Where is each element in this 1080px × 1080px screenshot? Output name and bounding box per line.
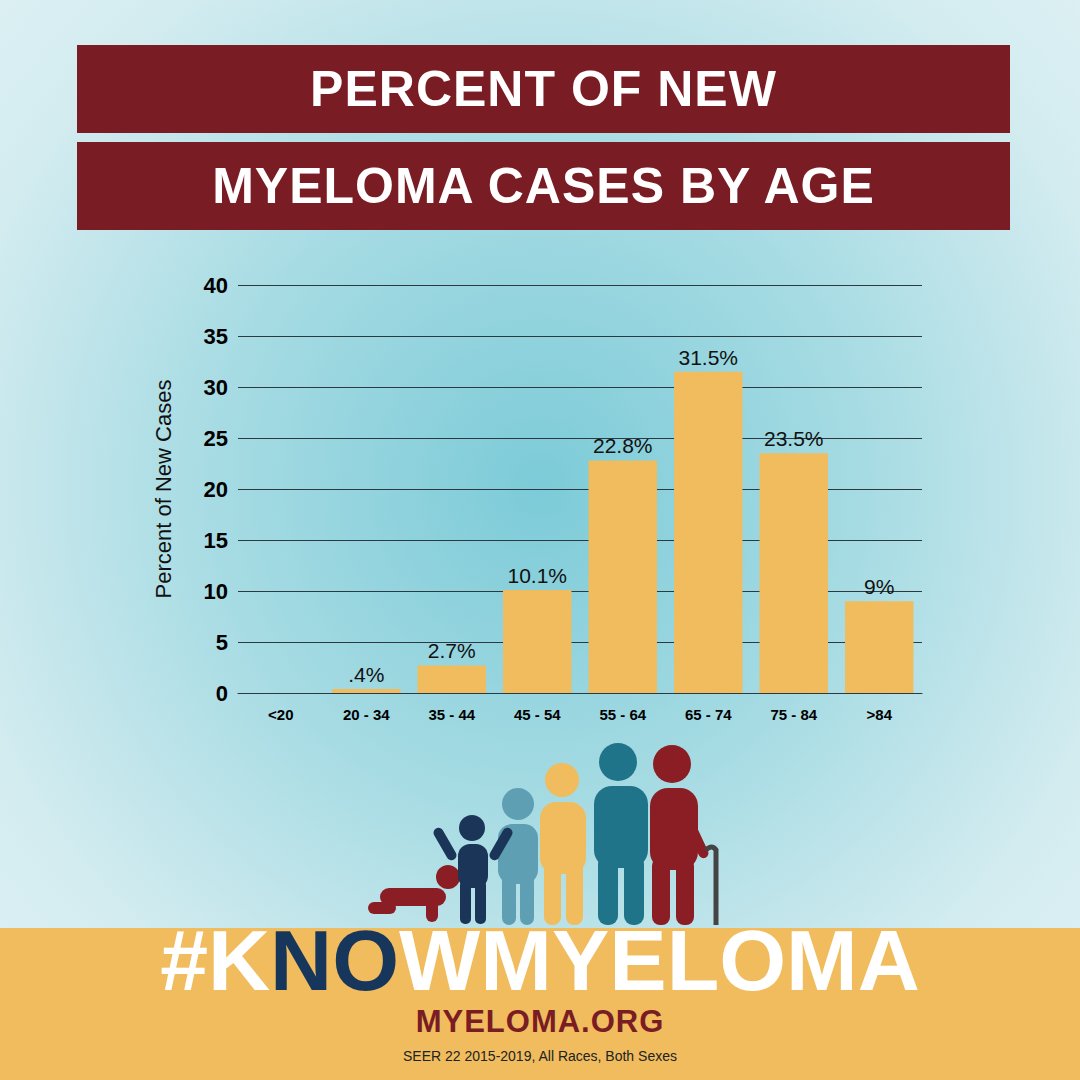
svg-text:20: 20	[204, 477, 228, 502]
svg-text:2.7%: 2.7%	[428, 639, 476, 662]
svg-text:.4%: .4%	[348, 663, 384, 686]
html-text:MYELOMA CASES BY AGE: MYELOMA CASES BY AGE	[212, 158, 875, 214]
svg-text:20 - 34: 20 - 34	[343, 706, 390, 723]
svg-text:40: 40	[204, 273, 228, 298]
svg-text:<20: <20	[268, 706, 293, 723]
svg-text:10.1%: 10.1%	[507, 564, 567, 587]
svg-text:10: 10	[204, 579, 228, 604]
svg-text:31.5%: 31.5%	[678, 346, 738, 369]
svg-text:35 - 44: 35 - 44	[428, 706, 475, 723]
svg-text:22.8%: 22.8%	[593, 434, 653, 457]
svg-text:25: 25	[204, 426, 228, 451]
svg-text:Percent of New Cases: Percent of New Cases	[151, 380, 176, 599]
svg-text:75 - 84: 75 - 84	[770, 706, 817, 723]
svg-text:>84: >84	[867, 706, 893, 723]
svg-text:0: 0	[216, 681, 228, 706]
svg-text:5: 5	[216, 630, 228, 655]
svg-text:45 - 54: 45 - 54	[514, 706, 561, 723]
svg-text:23.5%: 23.5%	[764, 427, 824, 450]
html-text:SEER 22 2015-2019, All Races,: SEER 22 2015-2019, All Races, Both Sexes	[403, 1048, 677, 1064]
html-text:#K NO WMYELOMA: #K NO WMYELOMA	[160, 912, 920, 1008]
html-text:PERCENT OF NEW: PERCENT OF NEW	[310, 61, 777, 117]
svg-text:15: 15	[204, 528, 228, 553]
html-text:MYELOMA.ORG: MYELOMA.ORG	[415, 1004, 665, 1039]
svg-text:35: 35	[204, 324, 228, 349]
svg-text:65 - 74: 65 - 74	[685, 706, 732, 723]
svg-text:9%: 9%	[864, 575, 894, 598]
svg-text:30: 30	[204, 375, 228, 400]
svg-text:55 - 64: 55 - 64	[599, 706, 646, 723]
